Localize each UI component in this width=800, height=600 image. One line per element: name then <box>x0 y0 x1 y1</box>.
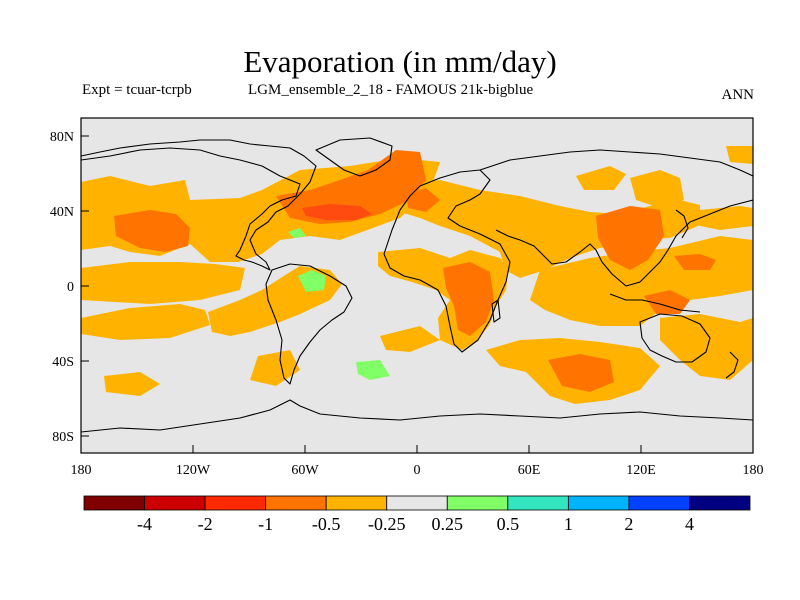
anomaly-region <box>576 166 626 190</box>
colorbar-label: -0.5 <box>312 514 341 534</box>
experiment-label: Expt = tcuar-tcrpb <box>82 82 192 98</box>
colorbar-label: 1 <box>564 514 573 534</box>
anomaly-region <box>726 146 753 164</box>
colorbar-label: 2 <box>624 514 633 534</box>
coastline-north-america <box>81 139 317 271</box>
coastline-europe-africa <box>383 169 511 353</box>
colorbar-swatch <box>204 495 267 511</box>
colorbar-swatch <box>265 495 327 511</box>
lon-label: 180 <box>743 463 764 478</box>
coastline-south-america <box>265 263 353 385</box>
lon-label: 180 <box>71 463 92 478</box>
colorbar-label: -0.25 <box>368 514 406 534</box>
lon-label: 60E <box>518 463 541 478</box>
anomaly-region <box>104 372 160 396</box>
anomaly-region <box>396 180 700 278</box>
lon-label: 120W <box>176 463 211 478</box>
anomaly-region <box>596 206 664 270</box>
colorbar-swatch <box>567 495 630 511</box>
coastline-greenland <box>315 137 393 177</box>
lon-label: 0 <box>414 463 421 478</box>
colorbar-label: 4 <box>685 514 694 534</box>
coastline-madagascar <box>491 299 501 323</box>
colorbar: -4 -2 -1 -0.5 -0.25 0.25 0.5 1 2 4 <box>83 495 751 534</box>
anomaly-region <box>660 314 753 380</box>
anomaly-region <box>276 150 426 224</box>
colorbar-swatch <box>689 495 751 511</box>
colorbar-swatch <box>446 495 509 511</box>
lat-label: 80N <box>50 130 74 145</box>
anomaly-region <box>380 326 440 352</box>
colorbar-swatch <box>325 495 388 511</box>
anomaly-region <box>700 206 753 230</box>
anomaly-red-orange <box>302 204 372 220</box>
anomaly-region <box>548 354 614 392</box>
coastline-asia <box>479 149 753 287</box>
lon-labels: 180 120W 60W 0 60E 120E 180 <box>71 463 764 478</box>
colorbar-swatch <box>507 495 569 511</box>
anomaly-region <box>298 270 326 292</box>
season-label: ANN <box>721 87 755 103</box>
anomaly-region <box>302 204 372 220</box>
colorbar-label: -4 <box>137 514 152 534</box>
lon-label: 120E <box>626 463 656 478</box>
anomaly-light-green <box>288 228 390 380</box>
lat-label: 80S <box>52 430 74 445</box>
coastlines <box>81 137 753 433</box>
colorbar-label: 0.25 <box>432 514 464 534</box>
coastline-indonesia <box>609 293 701 313</box>
anomaly-region <box>288 228 306 238</box>
anomaly-region <box>81 262 245 304</box>
colorbar-swatch <box>144 495 206 511</box>
axis-ticks <box>80 135 754 453</box>
colorbar-label: -2 <box>198 514 213 534</box>
coastline-new-zealand <box>725 351 739 379</box>
coastline-japan <box>675 209 689 239</box>
evaporation-field <box>81 137 753 433</box>
colorbar-swatch <box>628 495 690 511</box>
coastline-australia <box>639 313 711 363</box>
lat-label: 0 <box>67 280 74 295</box>
anomaly-region <box>443 262 494 336</box>
anomaly-region <box>674 254 716 270</box>
anomaly-region <box>644 290 690 314</box>
map-title: Evaporation (in mm/day) <box>243 44 557 79</box>
anomaly-region <box>250 350 300 386</box>
colorbar-swatch <box>83 495 145 511</box>
ensemble-label: LGM_ensemble_2_18 - FAMOUS 21k-bigblue <box>248 82 534 98</box>
coastline-antarctica <box>81 399 753 433</box>
anomaly-region <box>81 304 210 340</box>
lat-label: 40S <box>52 355 74 370</box>
anomaly-region <box>114 210 190 252</box>
anomaly-region <box>356 360 390 380</box>
lon-label: 60W <box>291 463 319 478</box>
lat-labels: 80N 40N 0 40S 80S <box>50 130 74 445</box>
anomaly-dark-orange <box>114 150 716 392</box>
colorbar-label: 0.5 <box>497 514 520 534</box>
anomaly-region <box>630 170 684 208</box>
lat-label: 40N <box>50 205 74 220</box>
colorbar-label: -1 <box>258 514 273 534</box>
colorbar-swatch <box>386 495 448 511</box>
anomaly-region <box>406 188 440 212</box>
